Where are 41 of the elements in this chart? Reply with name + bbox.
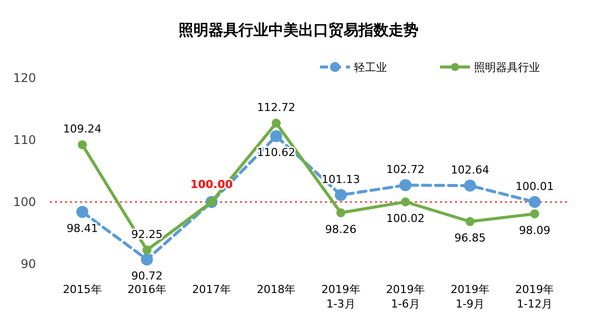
data-label: 90.72 [131, 270, 163, 283]
x-tick-label: 2017年 [192, 283, 232, 296]
point [528, 196, 541, 208]
title: 照明器具行业中美出口贸易指数走势 [178, 21, 418, 39]
point [399, 179, 412, 192]
y-tick-label: 100 [13, 195, 36, 209]
y-tick-label: 120 [13, 71, 36, 85]
point [76, 206, 88, 218]
data-label: 98.41 [66, 222, 98, 235]
point [334, 188, 347, 201]
data-label: 109.24 [63, 122, 102, 136]
point [530, 209, 540, 218]
point [140, 254, 153, 266]
data-label: 96.85 [454, 232, 486, 245]
y-tick-label: 110 [13, 133, 36, 147]
point [270, 130, 282, 142]
data-label: 102.72 [386, 163, 425, 176]
point [466, 217, 475, 226]
x-tick-label: 2019年 1-12月 [515, 283, 554, 310]
point [400, 197, 410, 206]
x-tick-label: 2015年 [62, 283, 102, 296]
point [336, 208, 346, 218]
point [464, 180, 476, 192]
point [142, 246, 152, 255]
data-label: 100.02 [386, 212, 425, 225]
legend-label: 轻工业 [354, 61, 387, 74]
point [272, 118, 281, 128]
data-label: 100.01 [515, 180, 554, 193]
x-tick-label: 2018年 [256, 283, 296, 296]
legend-label: 照明器具行业 [474, 61, 540, 74]
x-tick-label: 2016年 [127, 283, 166, 296]
data-label: 112.72 [256, 101, 296, 114]
data-label: 98.26 [325, 222, 357, 236]
x-tick-label: 2019年 1-3月 [321, 283, 360, 310]
x-tick-label: 2019年 1-6月 [386, 283, 425, 310]
point [78, 140, 87, 150]
y-tick-label: 90 [20, 257, 36, 271]
data-label: 102.64 [450, 164, 490, 177]
data-label: 101.13 [322, 172, 360, 186]
data-label: 98.09 [518, 224, 550, 237]
x-tick-label: 2019年 1-9月 [450, 283, 490, 310]
